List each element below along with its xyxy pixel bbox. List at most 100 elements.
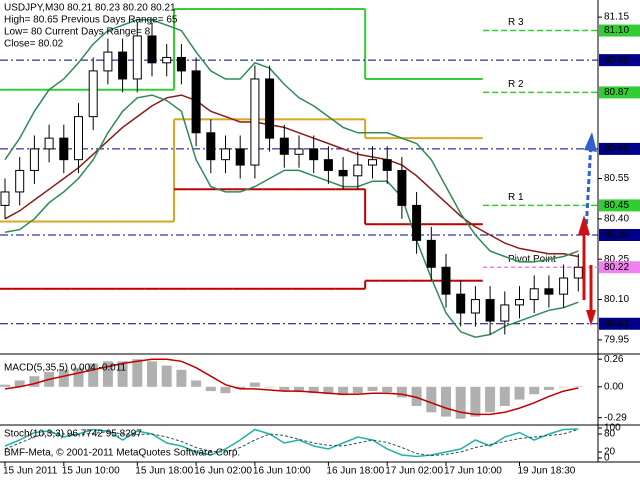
candle-body [0,191,10,206]
info-line: Close= 80.02 [4,39,64,50]
stoch-signal [4,428,579,457]
y-tick-label: 80.40 [604,213,629,224]
y-tick-label: 80.25 [604,254,629,265]
macd-bar [0,384,10,387]
macd-bar [323,386,334,395]
candle-body [88,70,98,118]
macd-bar [426,386,437,413]
x-tick-label: 17 Jun 02:00 [385,466,443,477]
indicator-line [4,94,579,338]
info-block: USDJPY,M30 80.21 80.23 80.20 80.21High= … [4,3,178,50]
candle-body [382,159,392,171]
candle-body [544,288,554,295]
stoch-main [4,428,579,458]
macd-title: MACD(5,35,5) 0.004 -0.011 [4,363,127,374]
candle-body [59,137,69,161]
y-tick-label: -0.29 [604,412,627,423]
candle-body [103,51,113,72]
macd-bar [264,386,275,388]
candle-body [221,148,230,161]
copyright: BMF-Meta, © 2001-2011 MetaQuotes Softwar… [4,448,240,459]
macd-bar [470,386,481,417]
x-tick-label: 15 Jun 18:00 [135,466,193,477]
macd-bar [338,386,349,396]
candle-body [397,169,407,206]
y-tick-label: 80 [604,429,616,440]
y-tick-label: 81.15 [604,12,629,23]
candle-body [412,204,422,241]
info-line: High= 80.65 Previous Days Range= 65 [4,15,178,26]
y-tick-label: 80.55 [604,173,629,184]
macd-bar [102,361,113,387]
candle-body [191,70,201,134]
candle-body [176,56,186,72]
candle-body [338,169,348,177]
level-badge-label: 80.99 [604,55,629,66]
macd-bar [132,359,143,387]
info-line: Low= 80 Current Days Range= 8 [4,27,151,38]
info-line: USDJPY,M30 80.21 80.23 80.20 80.21 [4,3,176,14]
level-badge-label: 80.45 [604,200,629,211]
macd-bar [147,361,157,387]
macd-bar [529,386,540,395]
macd-bar [352,386,363,394]
candle-body [15,169,25,193]
arrow-head [584,132,597,152]
level-name: R 3 [508,17,524,28]
macd-bar [499,386,510,406]
macd-bar [235,386,246,389]
arrow-shaft [584,141,593,233]
candle-body [294,148,304,155]
level-badge [599,142,640,155]
level-badge [599,261,640,274]
macd-bar [455,386,466,419]
candle-body [426,239,436,268]
level-badge [599,228,640,241]
candle-body [485,299,495,322]
macd-bar [29,376,40,387]
macd-bar [161,365,172,387]
level-badge-label: 81.10 [604,25,629,36]
x-tick-label: 16 Jun 10:00 [253,466,311,477]
level-badge-label: 80.34 [604,230,629,241]
candle-body [265,78,275,139]
macd-bar [573,386,584,387]
y-tick-label: 20 [604,447,616,458]
macd-bar [382,386,393,393]
candle-body [147,35,157,64]
y-tick-label: 80.10 [604,294,629,305]
candle-body [206,132,216,161]
x-tick-label: 16 Jun 18:00 [326,466,384,477]
level-badge [599,24,640,37]
level-badge-label: 80.01 [604,318,629,329]
level-name: Pivot Point [508,254,556,265]
y-tick-label: 0.26 [604,354,624,365]
macd-bar [249,382,260,387]
y-tick-label: 0.00 [604,381,624,392]
macd-bar [396,386,407,398]
candle-body [441,266,451,295]
candle-body [323,159,333,171]
candle-body [29,148,39,171]
candle-body [309,148,319,161]
level-badge-label: 80.66 [604,144,629,155]
y-tick-label: 100 [604,423,621,434]
forecast-arrows [578,132,597,326]
macd-bar [294,386,304,393]
x-tick-label: 16 Jun 02:00 [194,466,252,477]
macd-bar [117,361,128,387]
y-tick-label: 0 [604,453,610,464]
level-badge [599,54,640,67]
macd-bar [543,386,554,390]
macd-bar [205,386,216,392]
stoch-title: Stoch(10,3,3) 96.7742 95.8297 [4,429,142,440]
candle-body [235,148,245,166]
candle-body [132,35,142,80]
macd-bar [73,367,84,387]
macd-bar [411,386,422,406]
candle-body [470,299,480,314]
candle-body [44,137,54,150]
candle-body [162,56,172,64]
macd-bar [441,386,451,417]
